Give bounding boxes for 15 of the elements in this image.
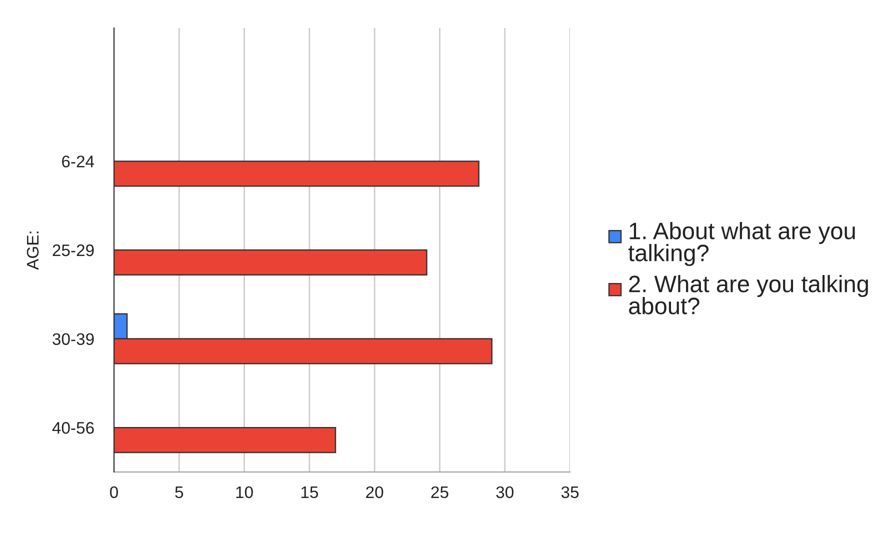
x-tick-label: 15 [301, 486, 318, 498]
x-tick-label: 5 [175, 486, 184, 498]
legend-label: 2. What are you talking about? [629, 275, 868, 314]
x-tick-label: 25 [431, 486, 448, 498]
y-tick-label: 6-24 [62, 156, 94, 168]
legend-label: 1. About what are you talking? [628, 222, 855, 266]
x-tick-label: 20 [366, 486, 384, 498]
y-tick-label: 30-39 [52, 333, 94, 346]
x-tick-label: 10 [236, 486, 253, 498]
x-tick-label: 30 [496, 486, 514, 498]
x-tick-label: 0 [110, 486, 118, 498]
y-tick-label: 40-56 [52, 422, 94, 434]
y-tick-label: 25-29 [52, 244, 94, 256]
x-tick-label: 35 [561, 486, 579, 498]
y-axis-title: AGE: [26, 232, 39, 270]
